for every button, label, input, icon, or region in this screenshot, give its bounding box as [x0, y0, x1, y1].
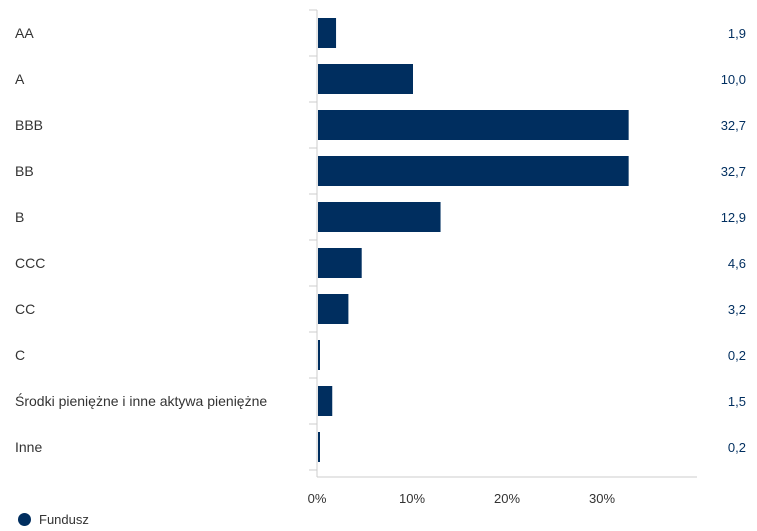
data-label: 32,7 [721, 118, 746, 133]
bar [318, 432, 320, 462]
data-label: 12,9 [721, 210, 746, 225]
category-label: CC [15, 301, 35, 317]
bar [318, 64, 413, 94]
bar [318, 156, 629, 186]
x-tick-label: 20% [494, 491, 520, 506]
legend-label: Fundusz [39, 512, 89, 527]
bar [318, 294, 349, 324]
data-label: 1,9 [728, 26, 746, 41]
data-label: 1,5 [728, 394, 746, 409]
data-label: 3,2 [728, 302, 746, 317]
category-label: B [15, 209, 24, 225]
data-label: 32,7 [721, 164, 746, 179]
data-label: 4,6 [728, 256, 746, 271]
category-label: CCC [15, 255, 45, 271]
category-label: BBB [15, 117, 43, 133]
category-label: AA [15, 25, 34, 41]
x-tick-label: 10% [399, 491, 425, 506]
bar [318, 110, 629, 140]
x-tick-label: 0% [308, 491, 327, 506]
bar [318, 18, 337, 48]
bar [318, 386, 333, 416]
category-label: BB [15, 163, 34, 179]
category-label: A [15, 71, 25, 87]
bar [318, 248, 362, 278]
legend-marker [18, 513, 31, 526]
bar [318, 202, 441, 232]
data-label: 0,2 [728, 348, 746, 363]
category-label: Środki pieniężne i inne aktywa pieniężne [15, 392, 267, 409]
legend[interactable]: Fundusz [18, 512, 89, 527]
category-label: Inne [15, 439, 42, 455]
data-label: 0,2 [728, 440, 746, 455]
x-tick-label: 30% [589, 491, 615, 506]
category-label: C [15, 347, 25, 363]
data-label: 10,0 [721, 72, 746, 87]
bar [318, 340, 320, 370]
